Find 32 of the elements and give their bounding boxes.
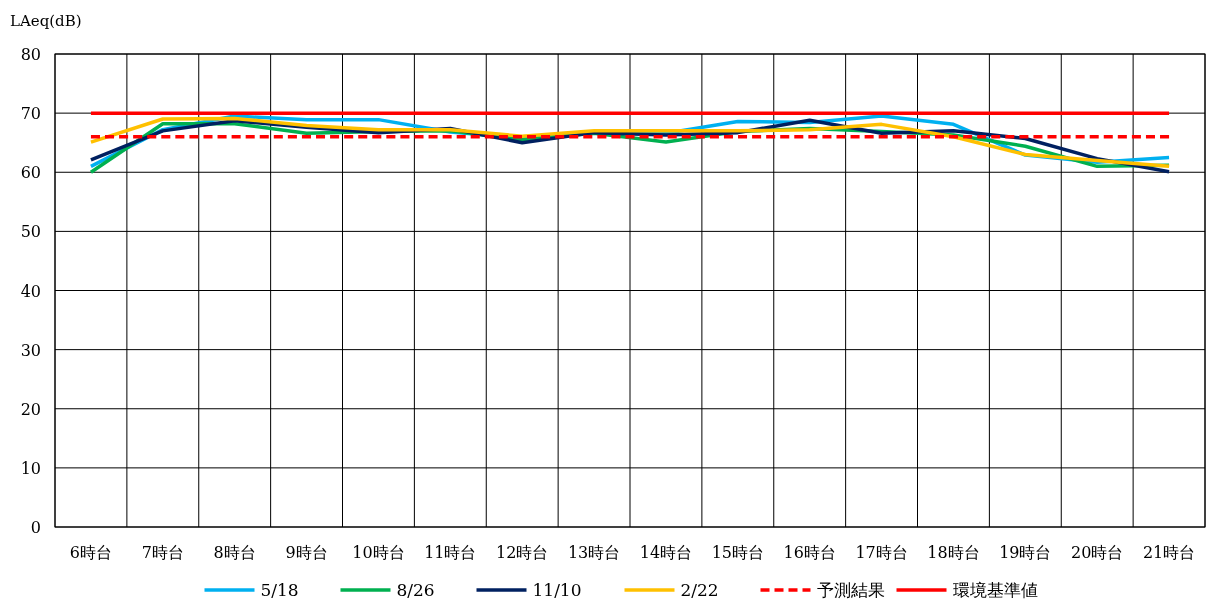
y-tick-label: 10	[20, 458, 41, 478]
y-tick-label: 30	[20, 340, 41, 360]
x-tick-label: 21時台	[1142, 543, 1196, 562]
y-axis-title: LAeq(dB)	[10, 12, 82, 30]
x-tick-label: 19時台	[999, 543, 1052, 562]
legend-label: 2/22	[680, 580, 719, 600]
y-tick-label: 60	[20, 163, 41, 183]
y-tick-label: 40	[20, 281, 41, 301]
legend-label: 環境基準値	[952, 580, 1038, 600]
y-tick-label: 80	[20, 45, 41, 64]
x-tick-label: 10時台	[352, 543, 405, 562]
legend-label: 5/18	[260, 580, 299, 600]
legend-label: 8/26	[396, 580, 435, 600]
legend-label: 11/10	[532, 580, 582, 600]
y-tick-label: 50	[20, 222, 41, 242]
x-tick-label: 6時台	[69, 543, 113, 562]
legend-label: 予測結果	[816, 580, 885, 600]
y-tick-label: 70	[20, 104, 41, 124]
x-tick-label: 13時台	[567, 543, 621, 562]
x-tick-label: 18時台	[927, 543, 980, 562]
x-tick-label: 11時台	[424, 543, 477, 562]
y-tick-label: 20	[20, 399, 41, 419]
y-tick-label: 0	[30, 518, 41, 537]
x-tick-label: 15時台	[711, 543, 764, 562]
x-tick-label: 14時台	[639, 543, 693, 562]
x-tick-label: 7時台	[141, 543, 184, 562]
x-tick-label: 9時台	[285, 543, 328, 562]
x-tick-label: 8時台	[213, 543, 256, 562]
x-tick-label: 12時台	[496, 543, 549, 562]
x-tick-label: 16時台	[783, 543, 836, 562]
x-tick-label: 20時台	[1071, 543, 1124, 562]
x-tick-label: 17時台	[855, 543, 908, 562]
